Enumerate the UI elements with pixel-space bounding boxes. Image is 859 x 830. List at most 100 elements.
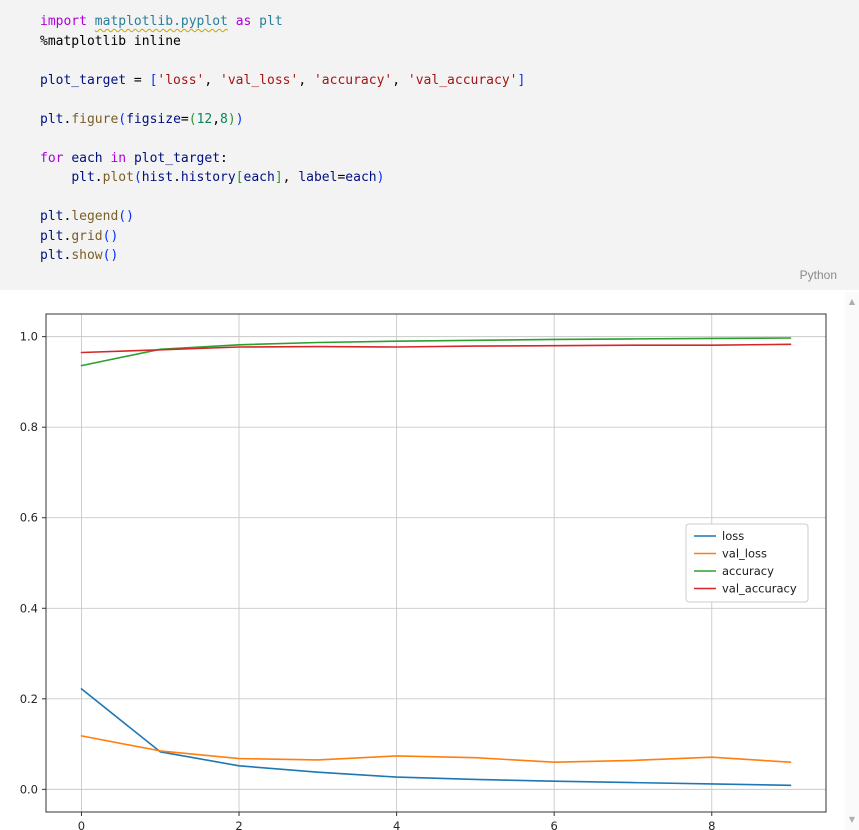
code-line[interactable]: %matplotlib inline — [40, 32, 851, 52]
code-token: = — [180, 111, 189, 127]
cell-output: 0 2 4 6 8 0.0 0.2 0.4 0.6 0.8 1.0 loss val_loss accur… — [0, 290, 859, 830]
code-token: %matplotlib inline — [40, 33, 181, 49]
y-tick-label: 0.2 — [20, 691, 38, 705]
vertical-scrollbar[interactable]: ▲ ▼ — [845, 292, 859, 830]
code-token — [126, 151, 134, 166]
code-line[interactable] — [40, 90, 851, 110]
code-token: 'loss' — [157, 72, 205, 88]
code-token: legend — [71, 209, 119, 224]
y-tick-label: 0.0 — [20, 782, 38, 796]
code-token: 'accuracy' — [313, 72, 393, 88]
code-token — [251, 14, 259, 29]
code-token: plt — [259, 14, 283, 29]
legend-label-accuracy: accuracy — [722, 564, 774, 578]
code-token: in — [110, 150, 127, 166]
code-token: ] — [274, 170, 283, 185]
code-token: for — [40, 150, 64, 166]
code-token: import — [40, 14, 87, 29]
code-token: each — [345, 170, 377, 185]
code-line[interactable]: plt.plot(hist.history[each], label=each) — [40, 168, 851, 188]
code-token: ) — [227, 111, 236, 127]
code-token: . — [63, 111, 72, 127]
code-line[interactable]: plt.legend() — [40, 207, 851, 227]
legend-label-val_loss: val_loss — [722, 546, 767, 560]
code-token: . — [63, 228, 72, 244]
y-tick-label: 0.4 — [20, 601, 38, 615]
code-token: : — [220, 150, 228, 166]
cell-language-label[interactable]: Python — [799, 267, 837, 282]
series-line-loss — [80, 687, 792, 786]
code-token: [ — [149, 72, 158, 88]
code-token: grid — [71, 228, 103, 244]
code-token: plot_target — [40, 72, 127, 88]
code-token: ( — [118, 209, 127, 224]
code-line[interactable] — [40, 129, 851, 149]
code-token: . — [94, 170, 103, 185]
x-tick-label: 4 — [393, 819, 400, 830]
code-token: 8 — [220, 111, 228, 127]
x-tick-label: 6 — [551, 819, 558, 830]
x-tick-label: 2 — [235, 819, 242, 830]
axes-spines — [45, 313, 827, 812]
code-token: ) — [110, 228, 119, 244]
code-token: plot — [102, 170, 134, 185]
code-token: . — [63, 248, 72, 263]
code-line[interactable]: plt.grid() — [40, 227, 851, 247]
code-token: label — [298, 170, 338, 185]
code-token — [87, 14, 95, 29]
code-line[interactable]: for each in plot_target: — [40, 149, 851, 169]
code-token: 'val_accuracy' — [407, 72, 518, 88]
code-token: ) — [126, 209, 134, 224]
code-token: , — [282, 170, 299, 185]
code-line[interactable]: import matplotlib.pyplot as plt — [40, 12, 851, 32]
code-token: 12 — [196, 111, 213, 127]
code-token: , — [212, 111, 221, 127]
code-line[interactable] — [40, 51, 851, 71]
code-token: ( — [133, 170, 142, 185]
code-token: , — [204, 72, 221, 88]
code-editor[interactable]: import matplotlib.pyplot as plt %matplotl… — [40, 12, 851, 266]
code-line[interactable]: plt.figure(figsize=(12,8)) — [40, 110, 851, 130]
code-token: show — [71, 248, 103, 263]
code-token: ( — [118, 111, 127, 127]
code-token: hist — [141, 170, 174, 185]
y-tick-label: 0.8 — [20, 420, 38, 434]
code-line[interactable]: plot_target = ['loss', 'val_loss', 'accu… — [40, 71, 851, 91]
code-token: plt — [40, 248, 64, 263]
code-token: ( — [102, 248, 111, 263]
code-token: as — [235, 14, 252, 29]
code-token: ) — [110, 248, 119, 263]
scrollbar-up-arrow[interactable]: ▲ — [848, 297, 856, 306]
y-tick-label: 0.6 — [20, 510, 38, 524]
x-tick-label: 0 — [78, 819, 85, 830]
code-line[interactable]: plt.show() — [40, 246, 851, 266]
code-token: ( — [102, 228, 111, 244]
code-token: history — [180, 170, 236, 185]
series-line-accuracy — [80, 336, 792, 366]
code-token: . — [63, 209, 72, 224]
code-cell[interactable]: import matplotlib.pyplot as plt %matplotl… — [0, 0, 859, 290]
series-line-val_loss — [80, 734, 792, 763]
code-token: plt — [40, 111, 64, 127]
code-line[interactable] — [40, 188, 851, 208]
code-token: = — [126, 72, 150, 88]
legend-label-val_accuracy: val_accuracy — [722, 581, 797, 595]
code-token: plt — [71, 170, 95, 185]
code-token: , — [392, 72, 408, 88]
code-token — [40, 170, 71, 185]
code-token: figure — [71, 111, 119, 127]
code-token: figsize — [126, 111, 181, 127]
code-token: ] — [517, 72, 526, 88]
code-token — [228, 14, 236, 29]
training-history-chart: 0 2 4 6 8 0.0 0.2 0.4 0.6 0.8 1.0 loss val_lossaccur… — [20, 313, 827, 830]
scrollbar-down-arrow[interactable]: ▼ — [848, 815, 856, 824]
code-token: 'val_loss' — [220, 72, 299, 88]
legend-box — [685, 523, 809, 602]
code-token: plot_target — [133, 150, 221, 166]
x-tick-label: 8 — [708, 819, 715, 830]
code-token: [ — [235, 170, 244, 185]
series-line-val_accuracy — [80, 342, 792, 353]
code-token: , — [298, 72, 314, 88]
code-token: ) — [235, 111, 244, 127]
code-token: each — [243, 170, 275, 185]
